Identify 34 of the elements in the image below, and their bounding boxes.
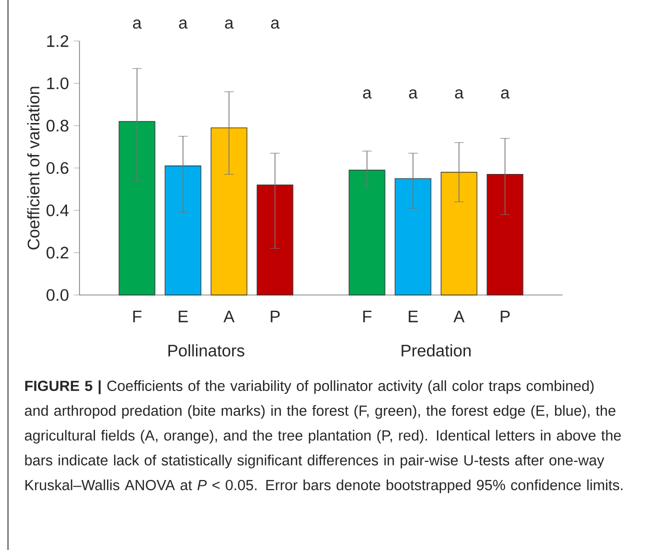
y-tick-label: 0.0	[46, 289, 68, 301]
x-tick-label: P	[500, 310, 510, 322]
bar	[486, 174, 524, 296]
x-tick-label: P	[270, 310, 280, 322]
annotation: a	[409, 89, 418, 99]
x-tick-label: E	[408, 310, 418, 322]
bar	[440, 172, 478, 296]
text: FIGURE 5 | Coefficients of the variability of pollinator activity (all color traps combined) and arthropod predation (bite marks) in the forest (F, green), the forest edge (E, blue), the agricultural fields (A, orange), and the tree plantation (P, red). Identical letters in above the bars indicate lack of statistically significant differences in pair-wise U-tests after one-way Kruskal–Wallis ANOVA at P < 0.05. Error bars denote bootstrapped 95% confidence limits.	[24, 380, 622, 494]
x-tick-label: A	[223, 310, 235, 322]
text: Predation	[402, 344, 471, 356]
x-tick-label: E	[178, 310, 188, 322]
annotation: a	[363, 89, 372, 99]
bar	[348, 170, 386, 296]
bar	[394, 178, 432, 296]
annotation: a	[501, 89, 510, 99]
y-tick-label: 0.6	[46, 162, 68, 174]
text: a	[271, 20, 280, 29]
x-tick-label: F	[363, 310, 372, 322]
text: a	[133, 20, 142, 29]
x-tick-label: A	[453, 310, 465, 322]
annotation: a	[455, 89, 464, 99]
y-axis-title: Coefficient of variation	[27, 86, 40, 250]
text: a	[179, 20, 188, 29]
y-tick-label: 1.0	[47, 77, 68, 90]
y-tick-label: 0.2	[46, 246, 68, 259]
bar	[118, 121, 156, 296]
text: a	[225, 20, 234, 29]
bar	[210, 127, 248, 296]
y-tick-label: 1.2	[47, 35, 68, 47]
text: Pollinators	[168, 344, 244, 356]
y-tick-label: 0.8	[46, 120, 68, 132]
x-tick-label: F	[133, 310, 142, 322]
y-tick-label: 0.4	[46, 204, 69, 216]
bar	[164, 166, 202, 296]
